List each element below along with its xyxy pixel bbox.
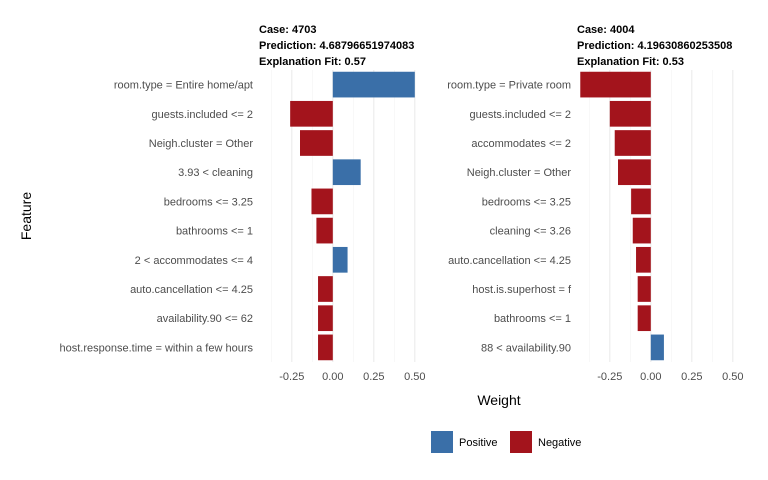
panel-1-bar-10 [318, 334, 333, 361]
panel-2-title-line-2: Prediction: 4.19630860253508 [577, 40, 732, 52]
panel-1-bar-6 [316, 217, 333, 244]
panel-1-bar-8 [318, 276, 333, 302]
panel-1-feature-label: availability.90 <= 62 [157, 313, 253, 325]
panel-2-feature-label: room.type = Private room [447, 80, 571, 92]
panel-2-bar-5 [631, 188, 651, 215]
panel-2-title-line-1: Case: 4004 [577, 24, 635, 36]
panel-2-bar-6 [632, 217, 651, 244]
panel-2-bar-10 [650, 334, 664, 361]
panel-2-bar-4 [618, 159, 651, 186]
panel-2-feature-label: bedrooms <= 3.25 [482, 196, 571, 208]
panel-1-feature-label: host.response.time = within a few hours [59, 342, 253, 354]
panel-1-title-line-2: Prediction: 4.68796651974083 [259, 40, 414, 52]
panel-2-bar-9 [637, 305, 651, 332]
panel-1-bar-4 [332, 159, 361, 186]
panel-1-bar-9 [318, 305, 333, 332]
panel-1-bar-3 [300, 130, 333, 156]
panel-2-feature-label: accommodates <= 2 [471, 138, 571, 150]
panel-2-feature-label: bathrooms <= 1 [494, 313, 571, 325]
panel-1-feature-label: guests.included <= 2 [151, 109, 253, 121]
panel-1-x-tick-label: 0.50 [404, 371, 425, 383]
panel-1-feature-label: Neigh.cluster = Other [149, 138, 254, 150]
panel-1-x-tick-label: -0.25 [279, 371, 304, 383]
panel-2-feature-label: guests.included <= 2 [469, 109, 571, 121]
panel-1-bar-1 [332, 71, 415, 98]
panel-1-feature-label: room.type = Entire home/apt [114, 80, 253, 92]
panel-2-feature-label: auto.cancellation <= 4.25 [448, 255, 571, 267]
panel-1-bar-5 [311, 188, 333, 215]
panel-1-x-tick-label: 0.00 [322, 371, 343, 383]
panel-1-feature-label: auto.cancellation <= 4.25 [130, 284, 253, 296]
panel-2-feature-label: 88 < availability.90 [481, 342, 571, 354]
panel-2-bar-8 [637, 276, 651, 302]
panel-2-x-tick-label: 0.50 [722, 371, 743, 383]
panel-2-x-tick-label: 0.25 [681, 371, 702, 383]
panel-2-x-tick-label: -0.25 [597, 371, 622, 383]
panel-2-feature-label: host.is.superhost = f [472, 284, 572, 296]
panel-1-feature-label: 3.93 < cleaning [178, 167, 253, 179]
panel-2-bar-7 [636, 246, 651, 273]
panel-2-bar-2 [609, 100, 651, 127]
panel-2-feature-label: Neigh.cluster = Other [467, 167, 572, 179]
panel-2-bar-1 [580, 71, 651, 98]
panel-2-bar-3 [614, 130, 651, 156]
x-axis-title: Weight [477, 392, 520, 408]
panel-1-bar-7 [332, 246, 348, 273]
y-axis-title: Feature [18, 192, 34, 240]
panel-2-title-line-3: Explanation Fit: 0.53 [577, 56, 684, 68]
legend-label-negative: Negative [538, 437, 581, 449]
panel-1-bar-2 [290, 100, 333, 127]
legend-label-positive: Positive [459, 437, 498, 449]
legend-swatch-negative [510, 431, 532, 453]
panel-1-feature-label: bathrooms <= 1 [176, 226, 253, 238]
panel-2-feature-label: cleaning <= 3.26 [490, 226, 571, 238]
panel-2-x-tick-label: 0.00 [640, 371, 661, 383]
panel-1-title-line-1: Case: 4703 [259, 24, 317, 36]
panel-1-title-line-3: Explanation Fit: 0.57 [259, 56, 366, 68]
legend-swatch-positive [431, 431, 453, 453]
panel-1-x-tick-label: 0.25 [363, 371, 384, 383]
panel-1-feature-label: 2 < accommodates <= 4 [135, 255, 253, 267]
panel-1-feature-label: bedrooms <= 3.25 [164, 196, 253, 208]
